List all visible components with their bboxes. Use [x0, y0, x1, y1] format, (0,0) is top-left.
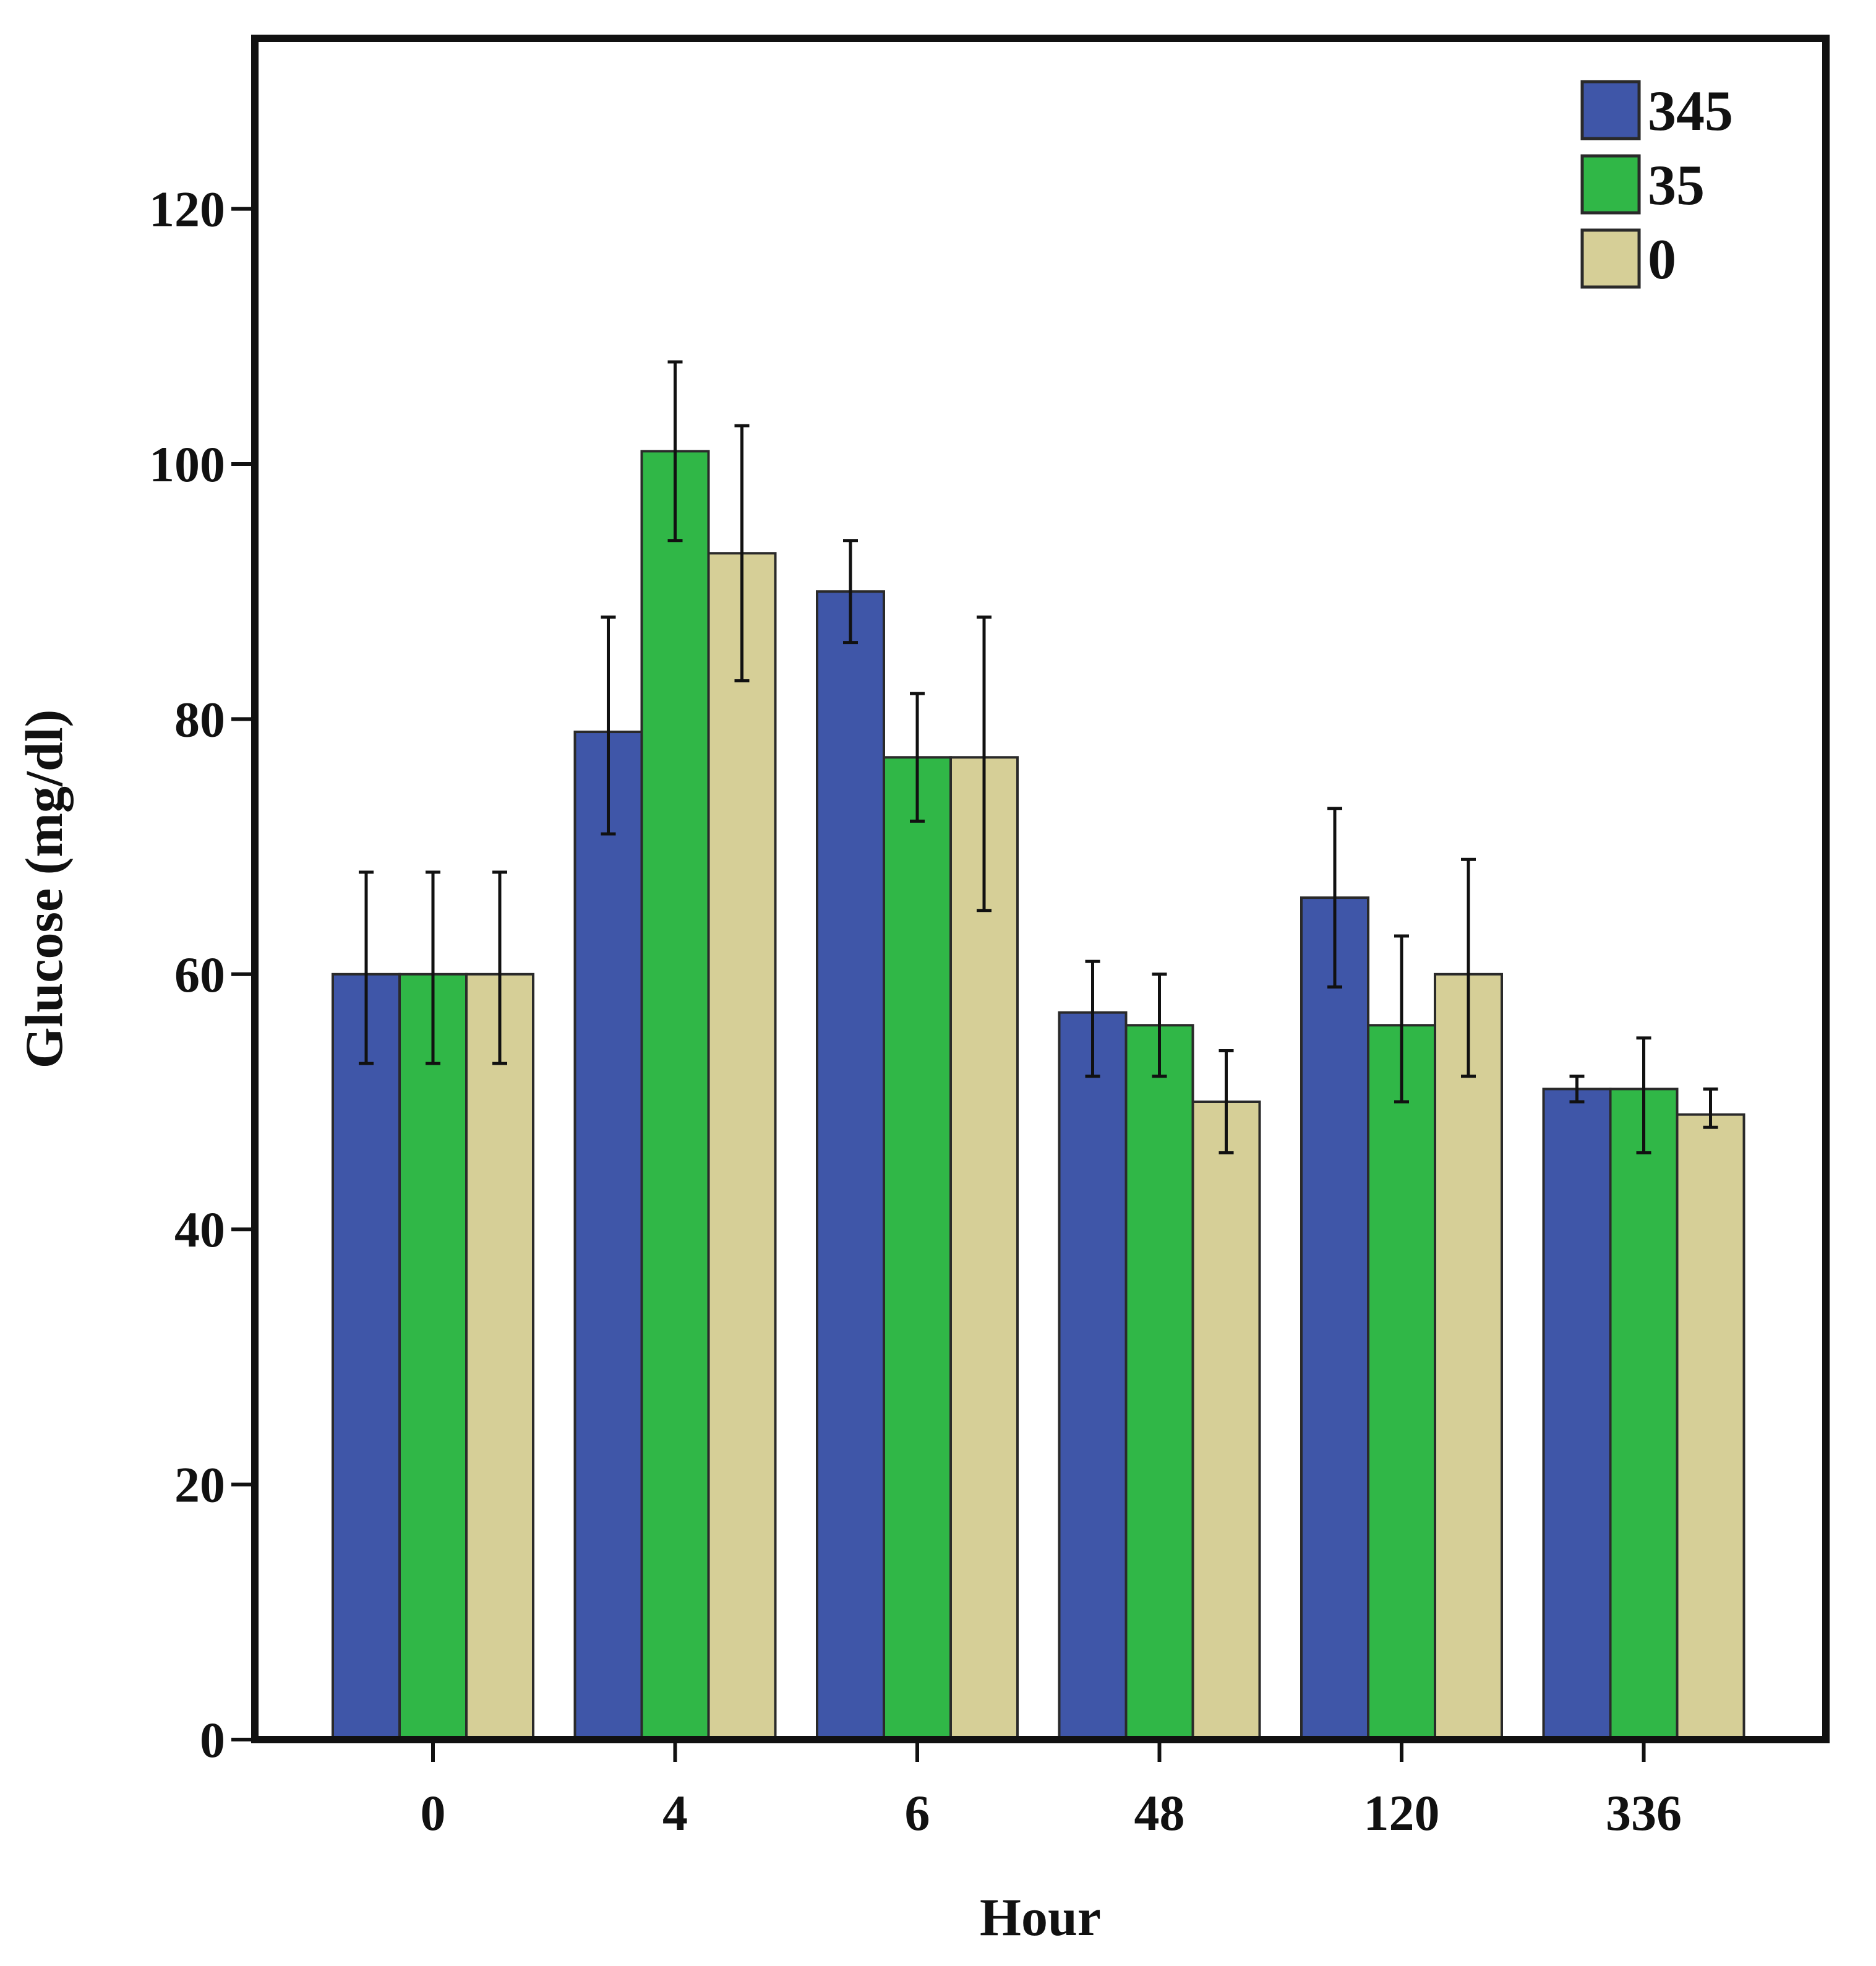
legend-swatch-345	[1580, 80, 1641, 140]
bar-35-hour-120	[1367, 1024, 1436, 1741]
error-bar-35-hour-336	[1636, 1036, 1651, 1154]
bar-345-hour-48	[1058, 1011, 1128, 1741]
error-bars-layer	[359, 360, 1718, 1154]
bar-345-hour-4	[573, 731, 643, 1741]
legend: 345 35 0	[1580, 79, 1733, 291]
bar-0-hour-0	[465, 972, 534, 1741]
error-bar-345-hour-6	[843, 539, 858, 645]
bar-35-hour-48	[1124, 1024, 1194, 1741]
error-bar-345-hour-120	[1327, 807, 1342, 989]
bar-0-hour-336	[1676, 1113, 1745, 1741]
legend-swatch-0	[1580, 228, 1641, 289]
legend-label-35: 35	[1648, 153, 1705, 217]
legend-label-345: 345	[1648, 79, 1733, 142]
error-bar-35-hour-120	[1394, 934, 1409, 1104]
bar-345-hour-120	[1300, 896, 1369, 1741]
error-bar-35-hour-6	[910, 692, 925, 823]
plot-frame	[251, 35, 1830, 1743]
y-tick-label-40: 40	[174, 1201, 225, 1258]
error-bar-35-hour-48	[1152, 972, 1167, 1078]
x-tick-label-0: 0	[421, 1785, 446, 1841]
legend-label-0: 0	[1648, 228, 1676, 291]
bar-345-hour-336	[1542, 1088, 1612, 1741]
y-axis: 0 20 40 60 80 100 120	[149, 181, 255, 1768]
error-bar-0-hour-4	[734, 424, 750, 683]
bar-35-hour-0	[398, 972, 468, 1741]
bar-35-hour-6	[883, 756, 952, 1741]
y-axis-title: Glucose (mg/dl)	[14, 710, 74, 1068]
error-bar-0-hour-336	[1703, 1087, 1718, 1129]
error-bar-35-hour-4	[667, 360, 683, 543]
bars-layer	[332, 450, 1745, 1741]
bar-35-hour-336	[1609, 1088, 1679, 1741]
bar-0-hour-120	[1434, 972, 1503, 1741]
x-tick-label-336: 336	[1606, 1785, 1682, 1841]
y-tick-label-80: 80	[174, 691, 225, 747]
error-bar-345-hour-4	[601, 615, 616, 836]
x-tick-label-120: 120	[1364, 1785, 1440, 1841]
error-bar-0-hour-0	[492, 870, 507, 1065]
bar-0-hour-48	[1191, 1101, 1261, 1741]
bar-35-hour-4	[640, 450, 710, 1741]
bar-0-hour-6	[949, 756, 1019, 1741]
y-tick-label-20: 20	[174, 1457, 225, 1513]
y-tick-label-100: 100	[149, 436, 225, 492]
y-tick-label-60: 60	[174, 947, 225, 1003]
error-bar-35-hour-0	[426, 870, 440, 1065]
bar-0-hour-4	[707, 552, 777, 1741]
x-axis: 0 4 6 48 120 336	[421, 1740, 1682, 1841]
error-bar-345-hour-336	[1569, 1075, 1585, 1104]
bar-345-hour-6	[816, 590, 885, 1741]
x-tick-label-48: 48	[1134, 1785, 1185, 1841]
bar-345-hour-0	[332, 972, 401, 1741]
error-bar-0-hour-48	[1219, 1049, 1234, 1154]
x-tick-label-6: 6	[905, 1785, 930, 1841]
error-bar-0-hour-120	[1461, 857, 1476, 1078]
error-bar-345-hour-0	[359, 870, 374, 1065]
x-axis-title: Hour	[980, 1887, 1101, 1947]
legend-swatch-35	[1580, 154, 1641, 215]
error-bar-345-hour-48	[1085, 959, 1100, 1078]
y-tick-label-0: 0	[200, 1712, 225, 1768]
y-tick-label-120: 120	[149, 181, 225, 238]
x-tick-label-4: 4	[662, 1785, 688, 1841]
error-bar-0-hour-6	[977, 615, 992, 912]
